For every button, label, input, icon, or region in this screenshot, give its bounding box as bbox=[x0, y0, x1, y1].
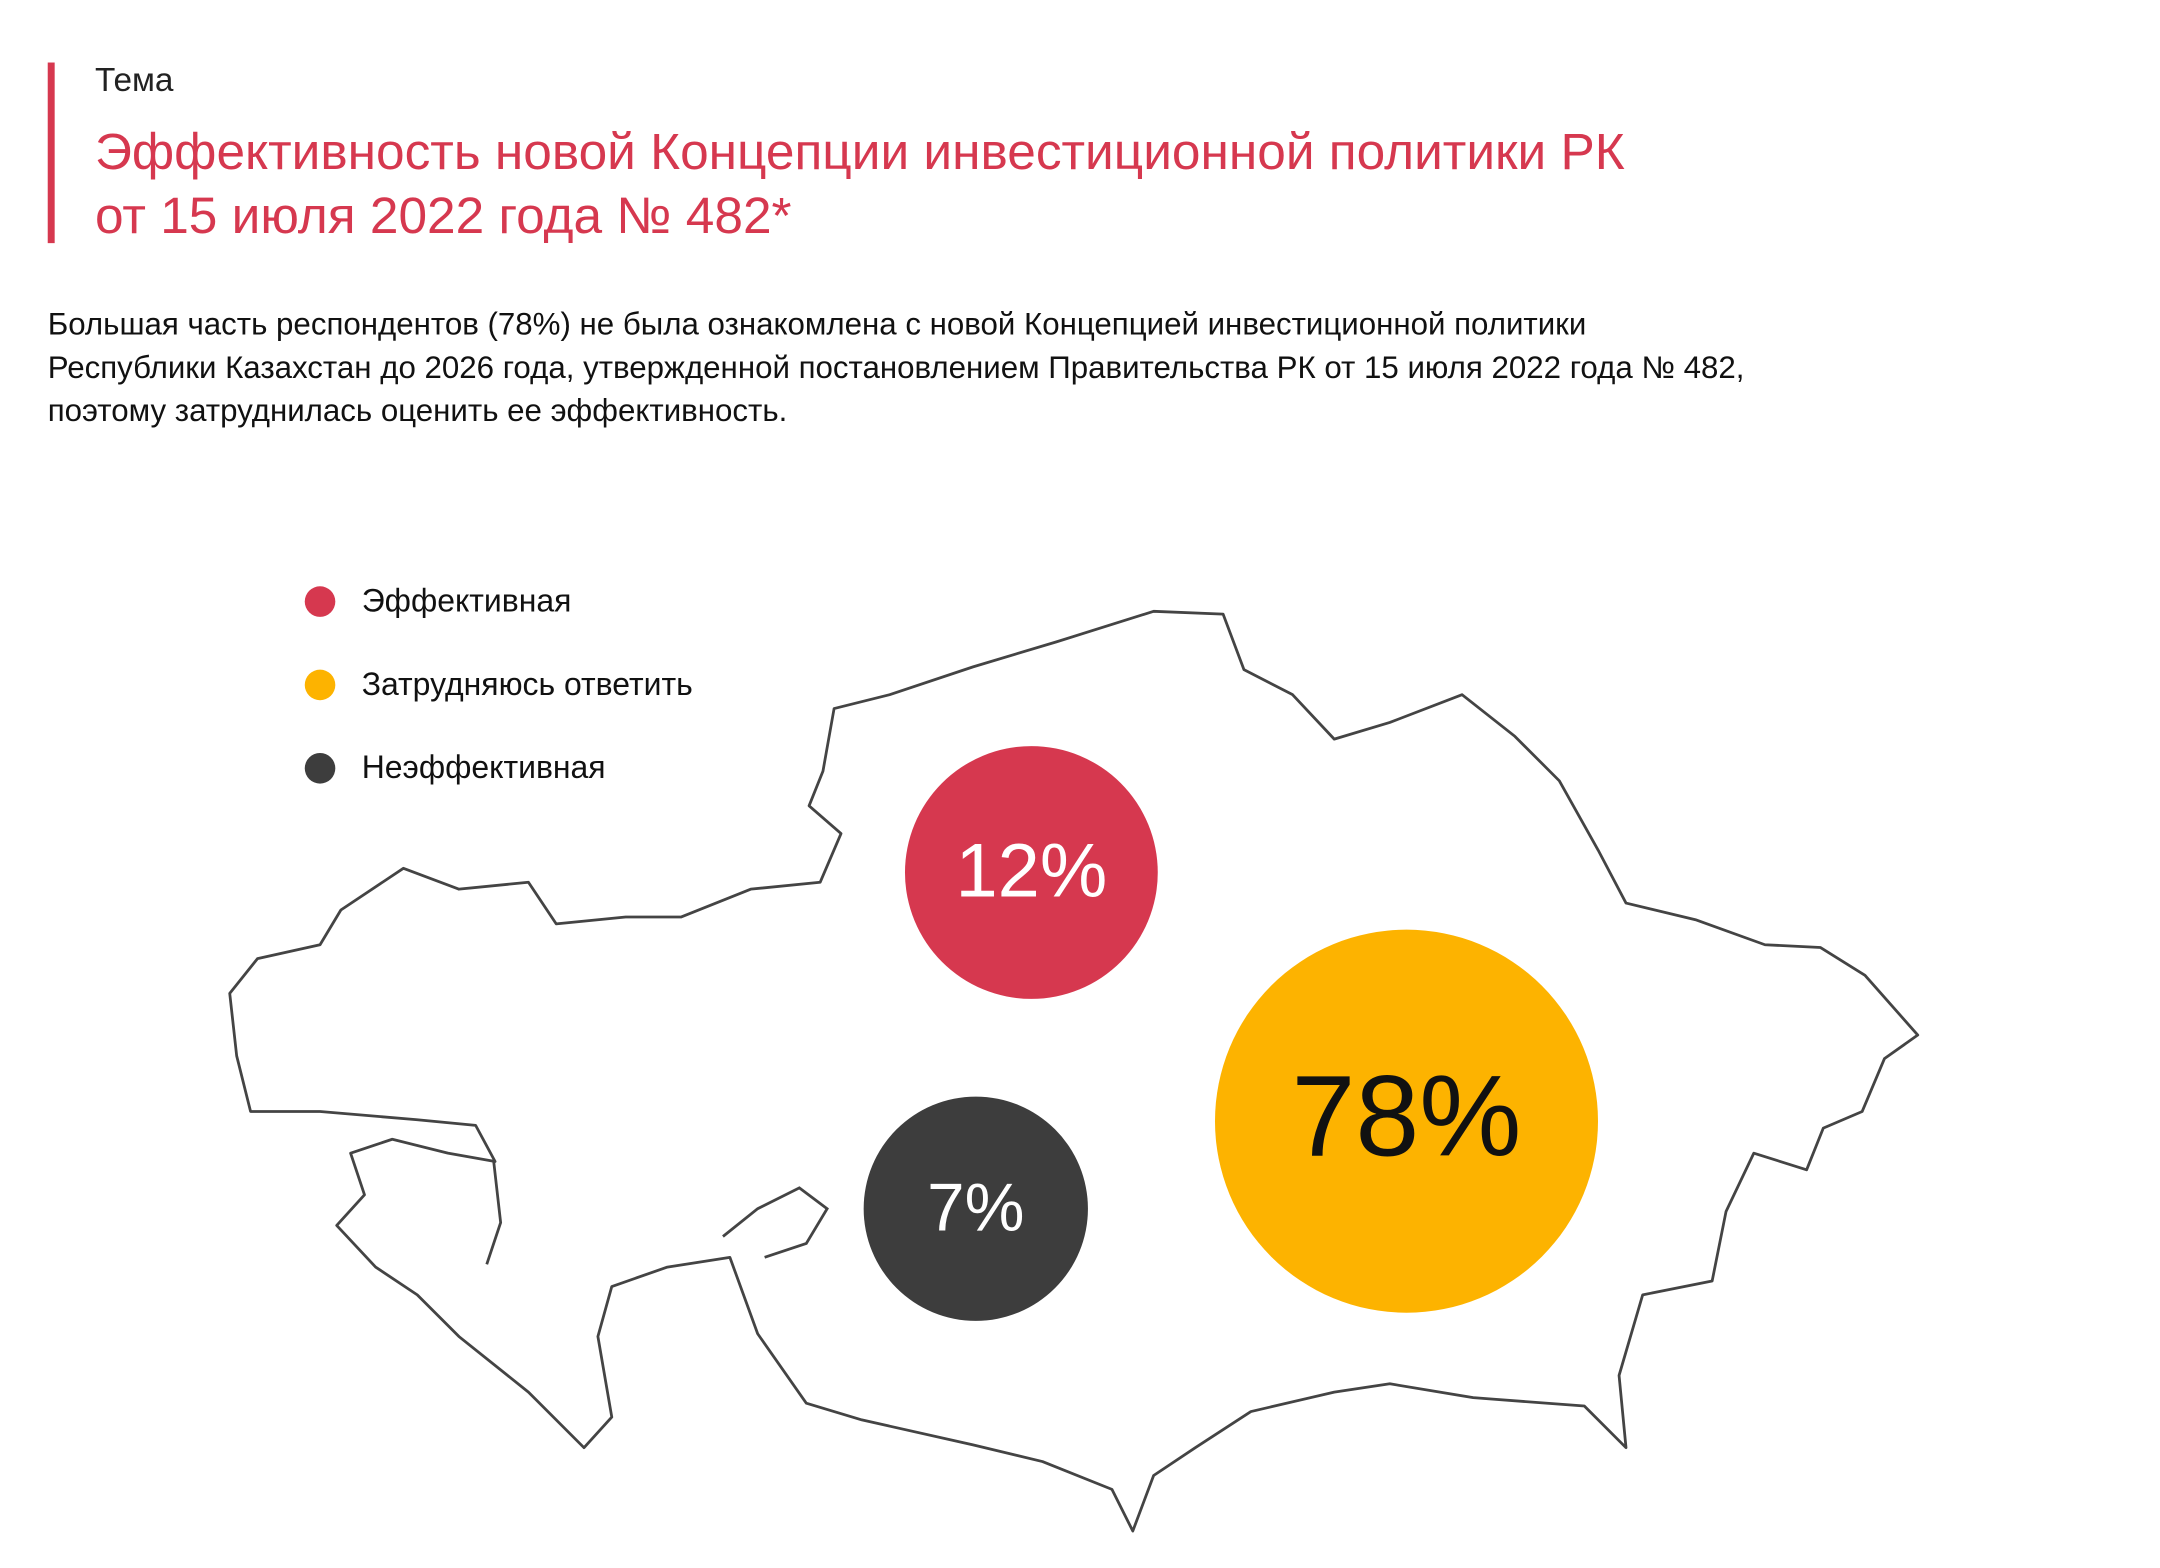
legend-label: Неэффективная bbox=[362, 749, 606, 785]
legend-marker bbox=[304, 669, 336, 701]
bubble bbox=[904, 746, 1158, 999]
legend-label: Эффективная bbox=[362, 582, 572, 618]
bubble bbox=[1214, 929, 1598, 1313]
legend-marker bbox=[304, 753, 336, 784]
map-coast bbox=[485, 1161, 829, 1265]
legend-label: Затрудняюсь ответить bbox=[362, 666, 693, 702]
chart-title: Эффективность новой Концепции инвестицио… bbox=[95, 122, 1625, 180]
chart-title: от 15 июля 2022 года № 482* bbox=[95, 186, 792, 244]
description: Большая часть респондентов (78%) не была… bbox=[48, 307, 1587, 342]
map-outline bbox=[228, 609, 1920, 1533]
description: Республики Казахстан до 2026 года, утвер… bbox=[48, 350, 1745, 385]
kicker: Тема bbox=[95, 62, 174, 99]
bubble-label: 12% bbox=[955, 829, 1107, 914]
accent-bar bbox=[47, 62, 55, 244]
description: поэтому затруднилась оценить ее эффектив… bbox=[48, 393, 788, 428]
bubble-label: 7% bbox=[927, 1171, 1024, 1246]
bubble-label: 78% bbox=[1292, 1053, 1522, 1181]
legend: Эффективная Затрудняюсь ответить Неэффекти… bbox=[304, 582, 693, 785]
legend-marker bbox=[304, 586, 336, 617]
bubbles: 12% 78% 7% bbox=[863, 746, 1598, 1321]
bubble bbox=[863, 1096, 1088, 1321]
